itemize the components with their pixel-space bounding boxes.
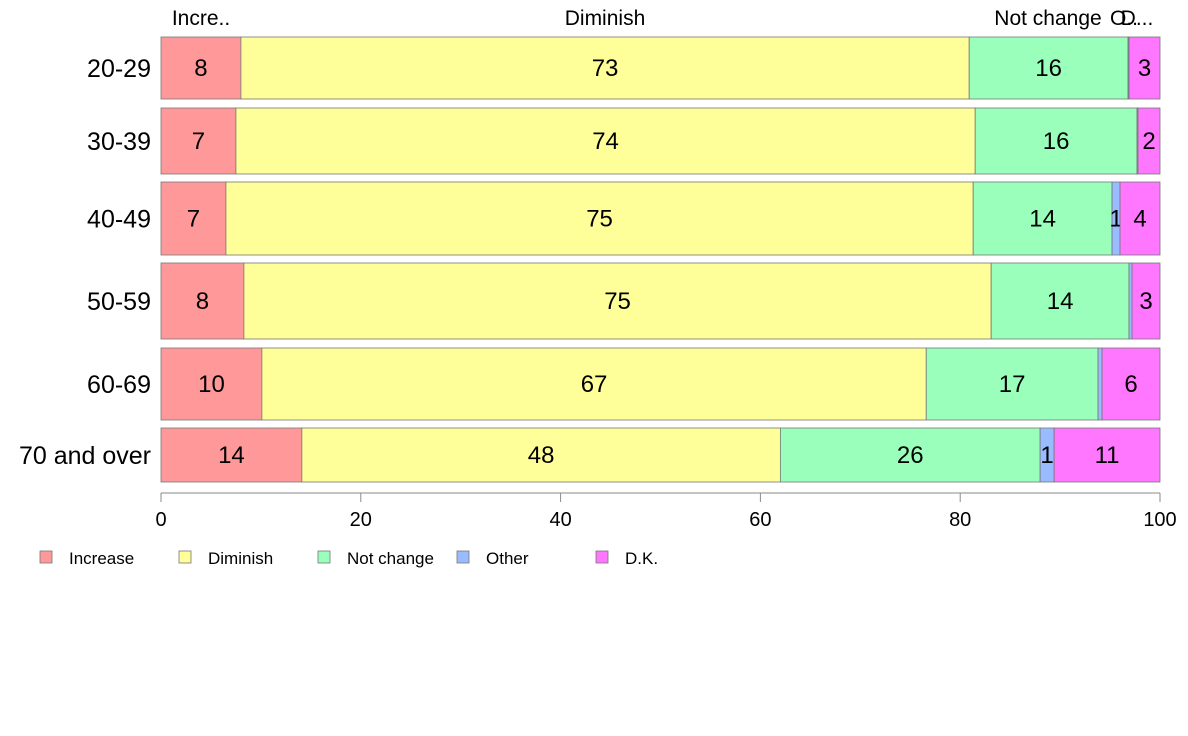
bar-segment	[1053, 427, 1161, 483]
top-series-label: O..	[1110, 7, 1138, 30]
bar-segment	[779, 427, 1041, 483]
bar-segment	[240, 36, 970, 100]
bars: 8 73 16 37 74 16 27 75 14 1 48 75 14 310 67 17 614 48 26 1 1…	[160, 36, 1161, 483]
bar-segment	[1131, 262, 1161, 340]
data-label: 8	[194, 55, 207, 82]
data-label: 1	[1109, 206, 1122, 233]
data-label: 16	[1043, 128, 1070, 155]
data-label: 3	[1138, 55, 1151, 82]
bar-segment	[301, 427, 781, 483]
top-series-label: Incre..	[172, 7, 230, 30]
category-label: 60-69	[87, 371, 151, 399]
legend-swatch	[317, 550, 331, 564]
bar-segment	[160, 107, 237, 175]
data-label: 16	[1035, 55, 1062, 82]
bar-segment	[160, 427, 303, 483]
data-label: 10	[198, 371, 225, 398]
data-label: 6	[1124, 371, 1137, 398]
category-label: 50-59	[87, 288, 151, 316]
data-label: 11	[1095, 442, 1120, 469]
data-label: 75	[586, 206, 613, 233]
legend-label: Not change	[347, 549, 434, 568]
data-label: 14	[1047, 288, 1074, 315]
top-series-label: D...	[1121, 7, 1154, 30]
bar-segment	[160, 181, 227, 256]
bar-segment	[160, 262, 245, 340]
data-label: 8	[196, 288, 209, 315]
top-series-label: Not change	[994, 7, 1101, 30]
top-series-labels: Incre.. Diminish Not change O..D...	[172, 7, 1154, 30]
x-axis: 0 20 40 60 80 100	[155, 492, 1177, 531]
bar-segment	[243, 262, 992, 340]
bar-segment	[1128, 262, 1133, 340]
x-tick-label: 0	[155, 509, 166, 531]
data-label: 26	[897, 442, 924, 469]
legend-swatch	[456, 550, 470, 564]
x-tick-label: 80	[949, 509, 971, 531]
data-label: 14	[218, 442, 245, 469]
x-tick-label: 100	[1143, 509, 1176, 531]
bar-segment	[1119, 181, 1161, 256]
legend-swatch	[39, 550, 53, 564]
y-axis-labels: 20-29 30-39 40-49 50-59 60-69 70 and over	[19, 55, 151, 470]
category-label: 20-29	[87, 55, 151, 83]
data-label: 2	[1142, 128, 1155, 155]
x-tick-label: 60	[749, 509, 771, 531]
data-label: 7	[187, 206, 200, 233]
bar-segment	[1137, 107, 1161, 175]
bar-segment	[1097, 347, 1103, 421]
legend-swatch	[595, 550, 609, 564]
data-label: 67	[581, 371, 608, 398]
data-label: 74	[592, 128, 619, 155]
bar-segment	[1128, 36, 1161, 100]
data-label: 4	[1133, 206, 1146, 233]
bar-segment	[261, 347, 927, 421]
data-label: 14	[1029, 206, 1056, 233]
bar-segment	[974, 107, 1138, 175]
top-series-label: Diminish	[565, 7, 646, 30]
category-label: 30-39	[87, 128, 151, 156]
data-label: 75	[604, 288, 631, 315]
legend-label: Diminish	[208, 549, 273, 568]
data-label: 17	[999, 371, 1026, 398]
data-label: 73	[592, 55, 619, 82]
data-label: 7	[192, 128, 205, 155]
bar-segment	[225, 181, 974, 256]
legend-label: D.K.	[625, 549, 658, 568]
bar-segment	[990, 262, 1130, 340]
bar-segment	[1101, 347, 1161, 421]
category-label: 70 and over	[19, 442, 151, 470]
category-label: 40-49	[87, 206, 151, 234]
bar-segment	[925, 347, 1099, 421]
bar-segment	[160, 347, 263, 421]
legend-label: Other	[486, 549, 529, 568]
data-label: 48	[528, 442, 555, 469]
legend: Increase Diminish Not change Other D.K.	[39, 549, 658, 568]
data-label: 1	[1040, 442, 1053, 469]
x-tick-label: 40	[549, 509, 571, 531]
data-label: 3	[1139, 288, 1152, 315]
legend-swatch	[178, 550, 192, 564]
legend-label: Increase	[69, 549, 134, 568]
x-tick-label: 20	[350, 509, 372, 531]
bar-segment	[235, 107, 976, 175]
